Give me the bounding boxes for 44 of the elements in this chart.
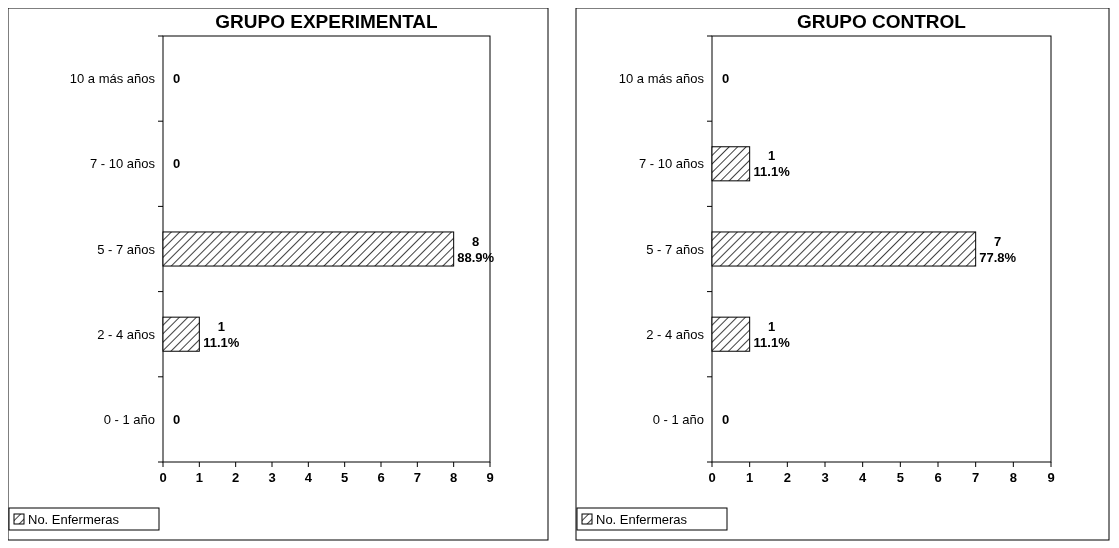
x-tick-label: 0 — [159, 470, 167, 485]
x-tick-label: 6 — [377, 470, 385, 485]
y-tick-label: 2 - 4 años — [646, 326, 705, 342]
x-tick-label: 2 — [783, 470, 791, 485]
y-tick-label: 0 - 1 año — [103, 411, 155, 427]
data-label: 0 — [722, 71, 730, 87]
y-tick-label: 0 - 1 año — [652, 411, 704, 427]
x-tick-label: 4 — [304, 470, 313, 485]
x-tick-label: 6 — [934, 470, 942, 485]
x-tick-label: 3 — [821, 470, 829, 485]
x-tick-label: 2 — [232, 470, 240, 485]
legend-label: No. Enfermeras — [596, 512, 688, 527]
y-tick-label: 7 - 10 años — [89, 156, 156, 172]
y-tick-label: 5 - 7 años — [646, 241, 705, 257]
x-tick-label: 5 — [341, 470, 349, 485]
x-tick-label: 9 — [486, 470, 494, 485]
x-tick-label: 8 — [1009, 470, 1017, 485]
x-tick-label: 7 — [413, 470, 421, 485]
x-tick-label: 9 — [1047, 470, 1055, 485]
x-tick-label: 3 — [268, 470, 276, 485]
x-tick-label: 8 — [450, 470, 458, 485]
x-tick-label: 0 — [708, 470, 716, 485]
data-label: 1 11.1% — [753, 318, 791, 350]
legend-label: No. Enfermeras — [28, 512, 120, 527]
y-tick-label: 10 a más años — [618, 71, 705, 87]
y-tick-label: 7 - 10 años — [638, 156, 705, 172]
chart-title: GRUPO EXPERIMENTAL — [215, 11, 439, 32]
x-tick-label: 5 — [896, 470, 904, 485]
x-tick-label: 1 — [746, 470, 754, 485]
data-label: 0 — [722, 411, 730, 427]
data-label: 0 — [173, 71, 181, 87]
data-label: 8 88.9% — [457, 233, 495, 265]
y-tick-label: 2 - 4 años — [97, 326, 156, 342]
y-tick-label: 10 a más años — [69, 71, 156, 87]
x-tick-label: 1 — [195, 470, 203, 485]
data-label: 1 11.1% — [203, 318, 240, 350]
data-label: 0 — [173, 411, 181, 427]
x-tick-label: 4 — [859, 470, 868, 485]
x-tick-label: 7 — [972, 470, 980, 485]
data-label: 1 11.1% — [753, 148, 791, 180]
chart-title: GRUPO CONTROL — [797, 11, 967, 32]
data-label: 0 — [173, 156, 181, 172]
y-tick-label: 5 - 7 años — [97, 241, 156, 257]
data-label: 7 77.8% — [979, 233, 1017, 265]
